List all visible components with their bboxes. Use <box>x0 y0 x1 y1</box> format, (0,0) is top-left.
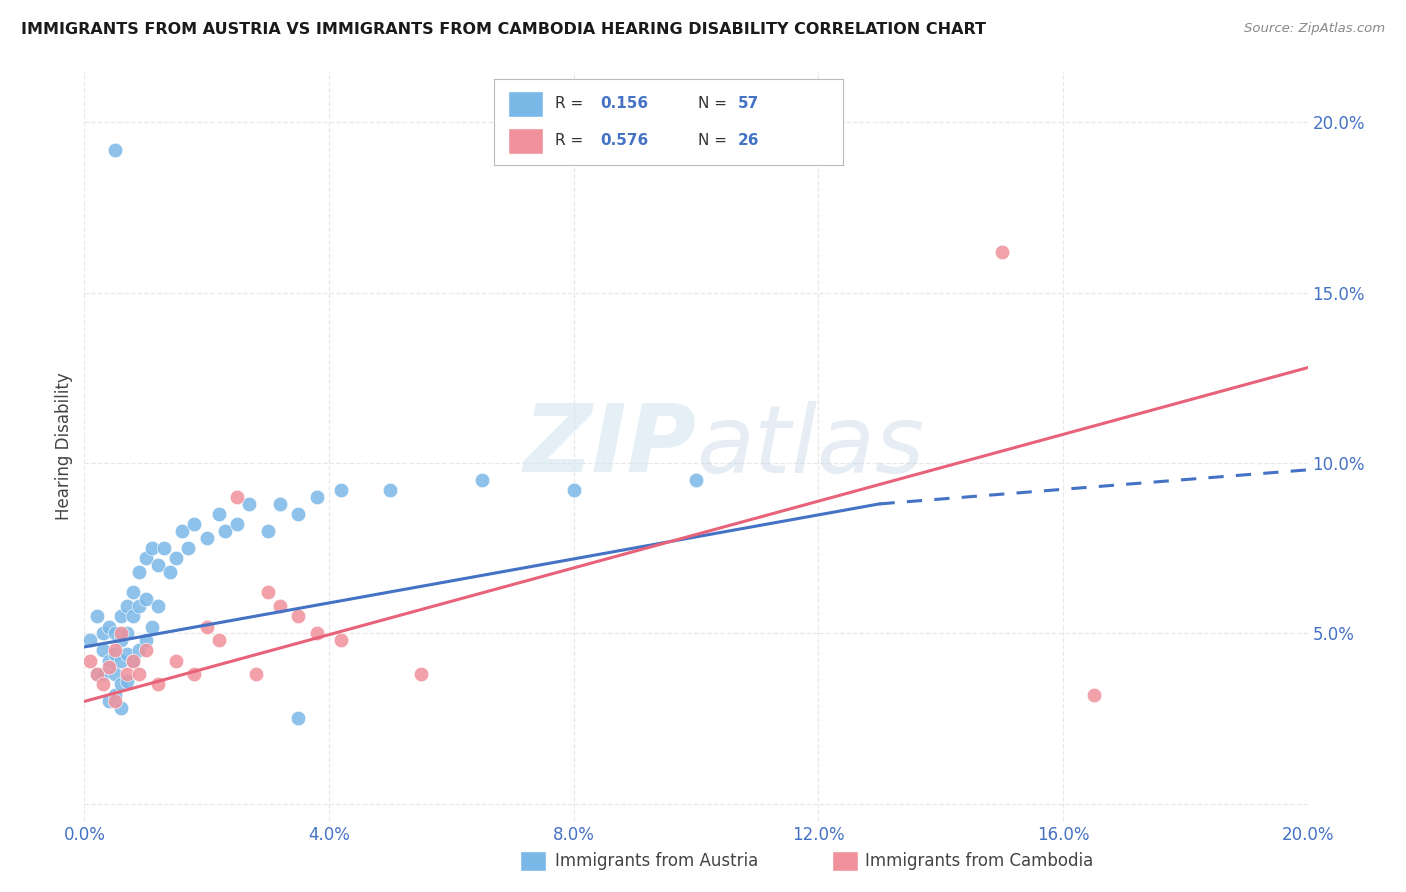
Point <box>104 643 127 657</box>
Point <box>110 609 132 624</box>
Point <box>110 633 132 648</box>
Point <box>183 517 205 532</box>
Point <box>110 701 132 715</box>
Point <box>238 497 260 511</box>
Text: Source: ZipAtlas.com: Source: ZipAtlas.com <box>1244 22 1385 36</box>
Point <box>115 647 138 661</box>
Point <box>245 667 267 681</box>
Point <box>183 667 205 681</box>
Point <box>97 654 120 668</box>
Point <box>226 490 249 504</box>
Point <box>146 599 169 613</box>
Point <box>685 473 707 487</box>
Point <box>330 633 353 648</box>
Point <box>115 667 138 681</box>
Point <box>287 507 309 521</box>
Point <box>269 497 291 511</box>
Point <box>115 599 138 613</box>
Point <box>104 688 127 702</box>
Point <box>226 517 249 532</box>
Point <box>86 609 108 624</box>
Point <box>128 565 150 579</box>
Point <box>1083 688 1105 702</box>
Point <box>159 565 181 579</box>
Point <box>104 694 127 708</box>
Point <box>79 654 101 668</box>
Point <box>122 609 145 624</box>
Point <box>110 677 132 691</box>
Point <box>115 626 138 640</box>
Point <box>122 654 145 668</box>
Point <box>409 667 432 681</box>
Point <box>287 609 309 624</box>
Point <box>141 619 163 633</box>
Point <box>86 667 108 681</box>
Point <box>91 667 114 681</box>
Point <box>128 599 150 613</box>
Point <box>269 599 291 613</box>
Point <box>110 626 132 640</box>
Point <box>122 585 145 599</box>
Point <box>135 592 157 607</box>
Point <box>91 677 114 691</box>
Point <box>287 711 309 725</box>
Point <box>110 654 132 668</box>
Point <box>380 483 402 498</box>
Text: IMMIGRANTS FROM AUSTRIA VS IMMIGRANTS FROM CAMBODIA HEARING DISABILITY CORRELATI: IMMIGRANTS FROM AUSTRIA VS IMMIGRANTS FR… <box>21 22 986 37</box>
Point <box>146 558 169 573</box>
Point <box>79 633 101 648</box>
Point <box>172 524 194 538</box>
Point <box>305 490 328 504</box>
Point <box>257 524 280 538</box>
Point <box>122 654 145 668</box>
Point <box>195 619 218 633</box>
Point <box>115 673 138 688</box>
Point <box>128 667 150 681</box>
Point <box>165 654 187 668</box>
Text: atlas: atlas <box>696 401 924 491</box>
Point <box>104 667 127 681</box>
Point <box>91 643 114 657</box>
Point <box>195 531 218 545</box>
Point <box>305 626 328 640</box>
Point <box>104 647 127 661</box>
Point <box>97 694 120 708</box>
Text: Immigrants from Austria: Immigrants from Austria <box>534 852 758 870</box>
Point <box>91 626 114 640</box>
Point <box>141 541 163 556</box>
Point <box>146 677 169 691</box>
Point <box>991 244 1014 259</box>
Point <box>562 483 585 498</box>
Point <box>208 633 231 648</box>
Point <box>97 660 120 674</box>
Point <box>128 643 150 657</box>
Point <box>97 619 120 633</box>
Y-axis label: Hearing Disability: Hearing Disability <box>55 372 73 520</box>
Point <box>135 551 157 566</box>
Point <box>104 143 127 157</box>
Point <box>177 541 200 556</box>
Point <box>208 507 231 521</box>
Point <box>257 585 280 599</box>
Point <box>330 483 353 498</box>
Point <box>104 626 127 640</box>
Text: Immigrants from Cambodia: Immigrants from Cambodia <box>844 852 1092 870</box>
Point <box>153 541 176 556</box>
Text: ZIP: ZIP <box>523 400 696 492</box>
Point <box>86 667 108 681</box>
Point <box>135 643 157 657</box>
Point <box>135 633 157 648</box>
Point <box>471 473 494 487</box>
Point <box>214 524 236 538</box>
Point <box>165 551 187 566</box>
